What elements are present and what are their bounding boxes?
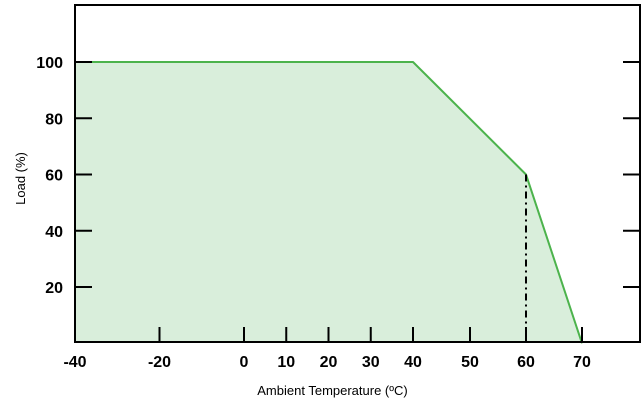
- y-tick-label: 20: [45, 280, 63, 297]
- x-tick-label: 0: [240, 354, 249, 371]
- x-tick-label: 10: [277, 354, 295, 371]
- x-axis-title: Ambient Temperature (ºC): [257, 383, 407, 398]
- x-tick-label: -40: [63, 354, 86, 371]
- x-tick-label: 50: [461, 354, 479, 371]
- y-tick-label: 100: [36, 55, 63, 72]
- plot-area: 20 40 60 80 100 -40 -20 0 10 20 30 40 50 60 70: [36, 4, 641, 371]
- y-tick-label: 80: [45, 111, 63, 128]
- x-tick-label: 60: [517, 354, 535, 371]
- x-tick-label: 20: [320, 354, 338, 371]
- y-tick-label: 40: [45, 224, 63, 241]
- y-tick-label: 60: [45, 168, 63, 185]
- x-tick-label: 30: [362, 354, 380, 371]
- x-tick-label: 40: [404, 354, 422, 371]
- area-fill: [75, 62, 582, 344]
- y-axis-title: Load (%): [13, 152, 28, 205]
- x-tick-label: -20: [148, 354, 171, 371]
- x-tick-label: 70: [573, 354, 591, 371]
- series-line: [75, 61, 583, 344]
